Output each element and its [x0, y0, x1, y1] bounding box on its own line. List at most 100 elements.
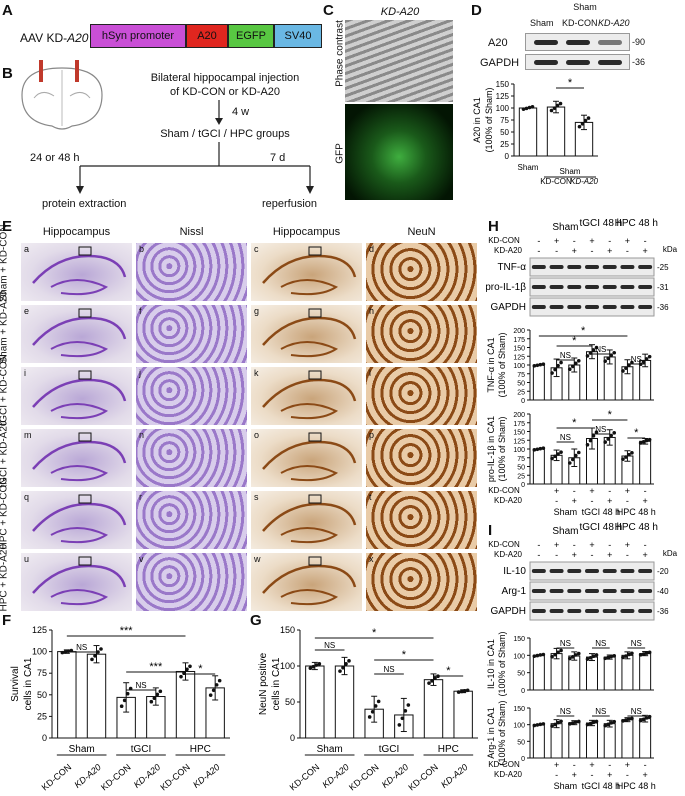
i-sign-kdcon: - — [573, 540, 576, 550]
i-row-kda20: KD-A20 — [494, 770, 523, 779]
i-ylabel: IL-10 in CA1 — [486, 639, 496, 689]
h-sign-kda20: - — [626, 496, 629, 506]
e-tile-letter: l — [369, 368, 371, 378]
f-point — [99, 647, 103, 651]
d-point — [580, 122, 585, 126]
i-sign-kda20: + — [607, 550, 612, 560]
i-point — [647, 714, 652, 719]
phase-contrast-label: Phase contrast — [334, 20, 346, 87]
i-band — [602, 609, 617, 613]
f-ytick-label: 25 — [37, 711, 47, 721]
i-band — [638, 569, 653, 573]
d-point — [530, 105, 535, 109]
g-point — [459, 689, 464, 694]
h-point — [535, 363, 540, 368]
i-point — [644, 716, 649, 720]
i-point — [624, 718, 628, 722]
i-sign-kdcon: + — [589, 760, 594, 770]
g-point — [311, 664, 316, 669]
hippocampus-outline — [32, 556, 127, 606]
h-row-kdcon: KD-CON — [488, 486, 520, 495]
hippocampus-outline — [32, 494, 127, 544]
panel-e-label: E — [2, 218, 13, 235]
right-time: 7 d — [270, 152, 286, 164]
h-sign-kdcon: - — [537, 236, 540, 246]
d-lane-2: KD-A20 — [598, 18, 630, 28]
i-point — [609, 721, 614, 725]
i-point — [627, 652, 631, 657]
h-sign-kdcon: - — [608, 486, 611, 496]
e-image-tile: r — [135, 490, 248, 550]
g-group-label: Sham — [317, 744, 343, 755]
h-band — [638, 265, 653, 269]
f-ylabel-1: Survival — [10, 666, 21, 702]
i-sign-kda20: - — [626, 770, 629, 780]
h-point — [624, 455, 628, 459]
i-sign-kdcon: + — [554, 540, 559, 550]
f-bar — [175, 670, 196, 739]
d-blot-a20 — [525, 33, 630, 51]
i-bar — [621, 654, 634, 691]
h-ylabel: (100% of Sham) — [497, 416, 507, 481]
h-band — [602, 285, 617, 289]
i-point — [550, 654, 554, 659]
f-xlabel: KD-A20 — [72, 762, 103, 790]
i-point — [638, 718, 643, 723]
i-point — [609, 654, 614, 659]
i-point — [644, 651, 649, 655]
right-outcome: reperfusion — [262, 198, 318, 210]
h-sign-kda20: - — [591, 496, 594, 506]
ca-layer-path — [262, 564, 357, 594]
h-kda-label: -36 — [657, 303, 669, 312]
d-point — [586, 116, 591, 120]
h-sign-kda20: - — [626, 246, 629, 256]
i-row-kdcon: KD-CON — [488, 760, 520, 769]
i-point — [573, 653, 578, 657]
h-point — [624, 366, 628, 370]
h-point — [553, 367, 557, 372]
i-point — [606, 655, 611, 660]
f-point — [214, 683, 219, 687]
i-sign-kdcon: + — [589, 540, 594, 550]
d-xlabel: KD-A20 — [570, 177, 599, 186]
f-sig-label: NS — [135, 681, 146, 690]
h-x-group: tGCI 48 h — [582, 507, 621, 517]
left-time: 24 or 48 h — [30, 152, 80, 164]
h-band-label: TNF-α — [497, 262, 526, 273]
h-kda-label: -25 — [657, 263, 669, 272]
timeline-arrows — [76, 142, 314, 194]
h-sign-kda20: - — [555, 496, 558, 506]
construct-gene: A20 — [67, 31, 89, 45]
i-sign-kdcon: - — [608, 540, 611, 550]
h-band — [620, 305, 635, 309]
i-point — [532, 654, 537, 658]
g-point — [376, 699, 381, 704]
dg-layer-path — [50, 279, 109, 296]
i-sign-kdcon: + — [625, 760, 630, 770]
i-sig-label: NS — [560, 707, 571, 716]
i-bar — [586, 722, 598, 759]
h-band — [549, 285, 564, 289]
step1-line2: of KD-CON or KD-A20 — [169, 86, 281, 98]
g-bar — [423, 679, 444, 739]
roi-box — [78, 432, 92, 442]
roi-box — [78, 556, 92, 566]
h-sign-kdcon: + — [589, 236, 594, 246]
h-sign-kdcon: - — [573, 486, 576, 496]
i-kda-label: -40 — [657, 587, 669, 596]
e-tile-letter: e — [24, 306, 30, 316]
i-x-group: HPC 48 h — [617, 781, 656, 791]
h-sign-kda20: + — [607, 496, 612, 506]
i-sig-label: NS — [595, 707, 606, 716]
g-ytick-label: 150 — [280, 625, 295, 635]
h-point — [630, 451, 634, 455]
i-band — [620, 589, 635, 593]
e-tile-letter: q — [24, 492, 30, 502]
ca-layer-path — [32, 254, 127, 284]
i-sign-kda20: - — [555, 770, 558, 780]
d-band-gapdh: GAPDH — [480, 57, 520, 69]
h-ytick-label: 75 — [517, 456, 525, 463]
e-image-tile: m — [20, 428, 133, 488]
i-band-label: Arg-1 — [502, 586, 527, 597]
